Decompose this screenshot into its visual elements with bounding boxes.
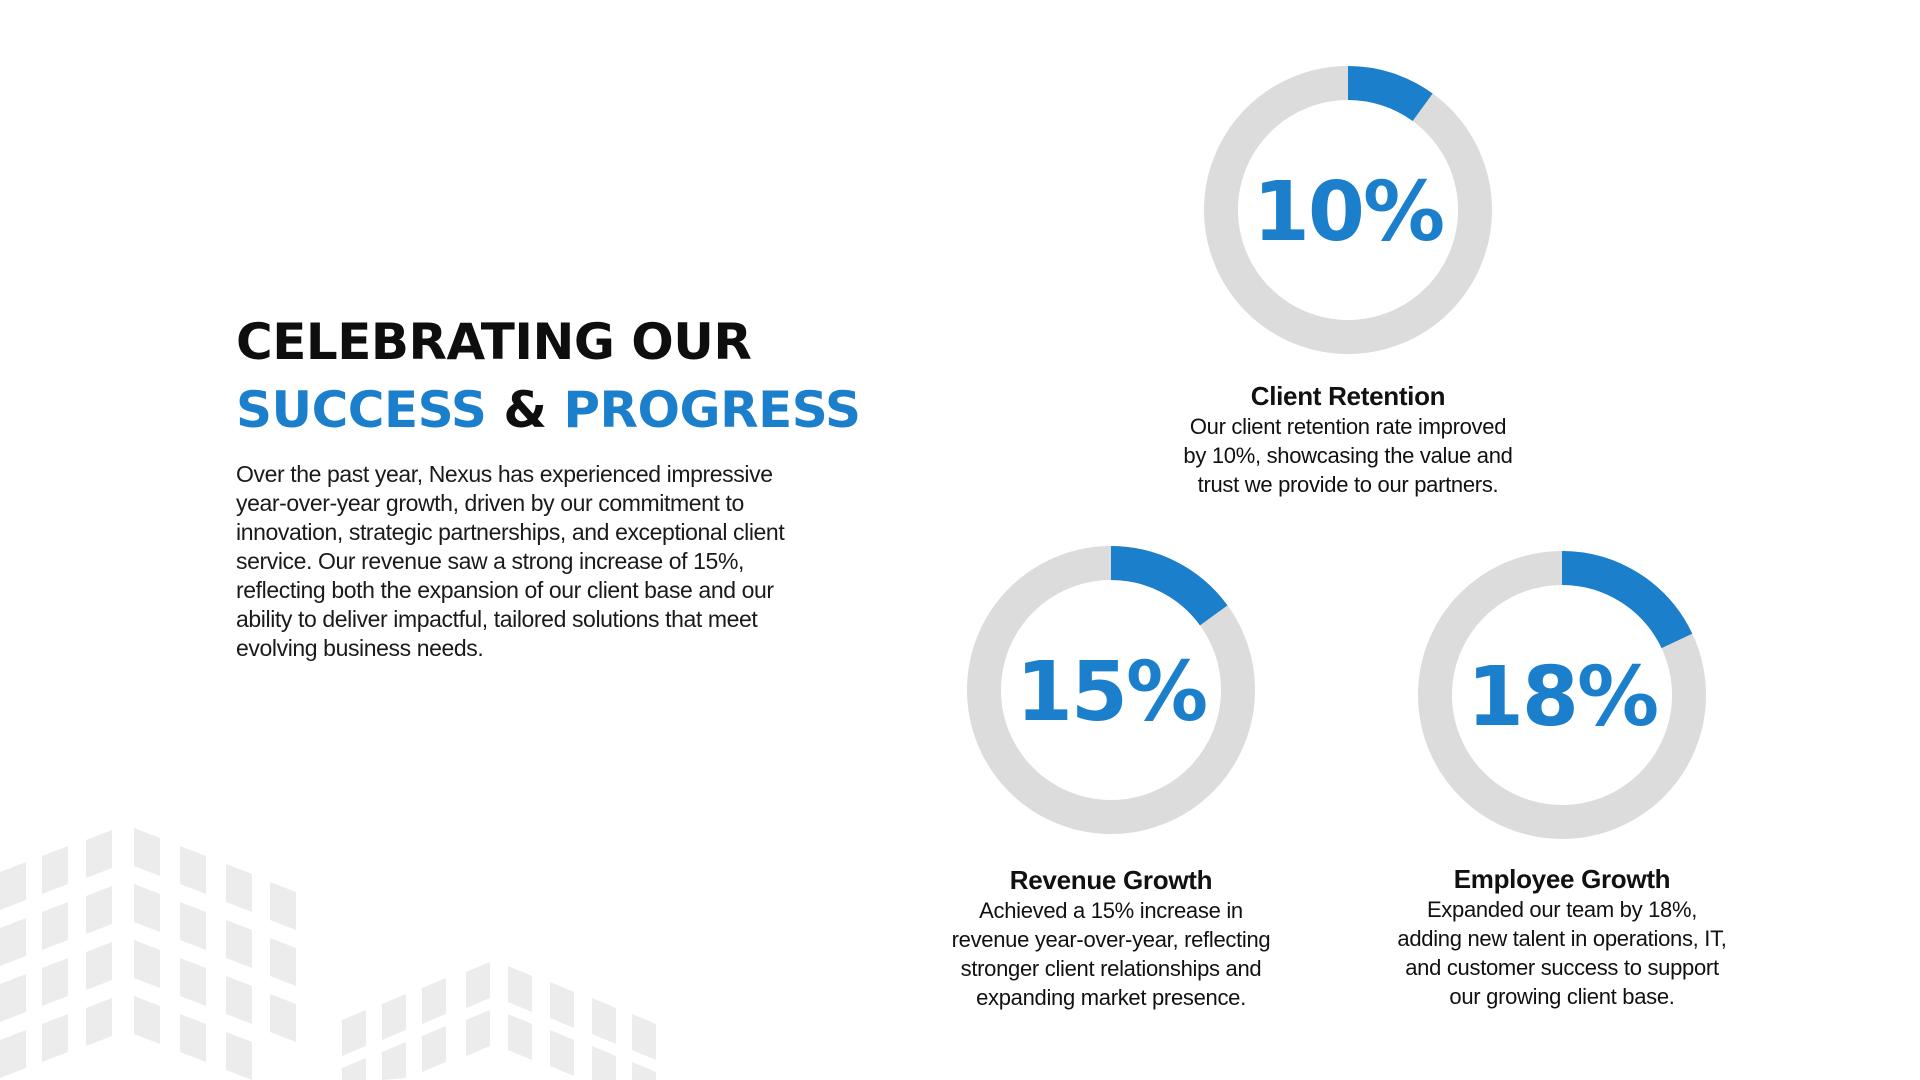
intro-line: Over the past year, Nexus has experience… [236,461,773,487]
stat-description-line: our growing client base. [1449,984,1675,1009]
donut-progress-arc [1561,551,1693,649]
stat-description-line: revenue year-over-year, reflecting [951,927,1271,952]
stat-value: 18% [1467,650,1657,745]
donut-progress-arc [1347,66,1433,122]
stat-description: Our client retention rate improved by 10… [1158,412,1538,499]
intro-line: ability to deliver impactful, tailored s… [236,606,758,632]
title-ampersand: & [503,381,547,439]
stat-value: 10% [1253,165,1443,260]
stat-title: Client Retention [1250,381,1446,411]
intro-line: evolving business needs. [236,635,484,661]
intro-line: reflecting both the expansion of our cli… [236,577,774,603]
stat-description-line: by 10%, showcasing the value and [1183,443,1513,468]
intro-line: service. Our revenue saw a strong increa… [236,548,744,574]
stat-description-line: trust we provide to our partners. [1197,472,1499,497]
page-title: CELEBRATING OUR SUCCESS & PROGRESS [236,308,876,444]
stat-client-retention: 10% Client Retention Our client retentio… [1158,60,1538,499]
stat-description: Achieved a 15% increase in revenue year-… [921,896,1301,1012]
stat-value: 15% [1016,645,1206,740]
stat-description: Expanded our team by 18%, adding new tal… [1372,895,1752,1011]
donut-chart: 10% [1204,66,1492,354]
intro-line: innovation, strategic partnerships, and … [236,519,785,545]
intro-line: year-over-year growth, driven by our com… [236,490,744,516]
title-line-2: SUCCESS & PROGRESS [236,376,876,444]
stat-title: Revenue Growth [1009,865,1213,895]
stat-description-line: Expanded our team by 18%, [1426,897,1698,922]
stat-description-line: stronger client relationships and [960,956,1262,981]
title-line-1: CELEBRATING OUR [236,313,752,371]
stat-title: Employee Growth [1453,864,1671,894]
stat-employee-growth: 18% Employee Growth Expanded our team by… [1372,545,1752,1011]
stat-description-line: adding new talent in operations, IT, [1397,926,1727,951]
stat-description-line: Achieved a 15% increase in [979,898,1243,923]
stat-description-line: and customer success to support [1405,955,1719,980]
title-word-success: SUCCESS [236,381,487,439]
donut-chart: 15% [967,546,1255,834]
stat-description-line: Our client retention rate improved [1189,414,1507,439]
donut-chart: 18% [1418,551,1706,839]
title-word-progress: PROGRESS [563,381,861,439]
stat-description-line: expanding market presence. [976,985,1246,1010]
intro-paragraph: Over the past year, Nexus has experience… [236,460,806,663]
donut-progress-arc [1110,546,1228,626]
stat-revenue-growth: 15% Revenue Growth Achieved a 15% increa… [921,540,1301,1012]
buildings-decoration-icon [0,828,656,1080]
